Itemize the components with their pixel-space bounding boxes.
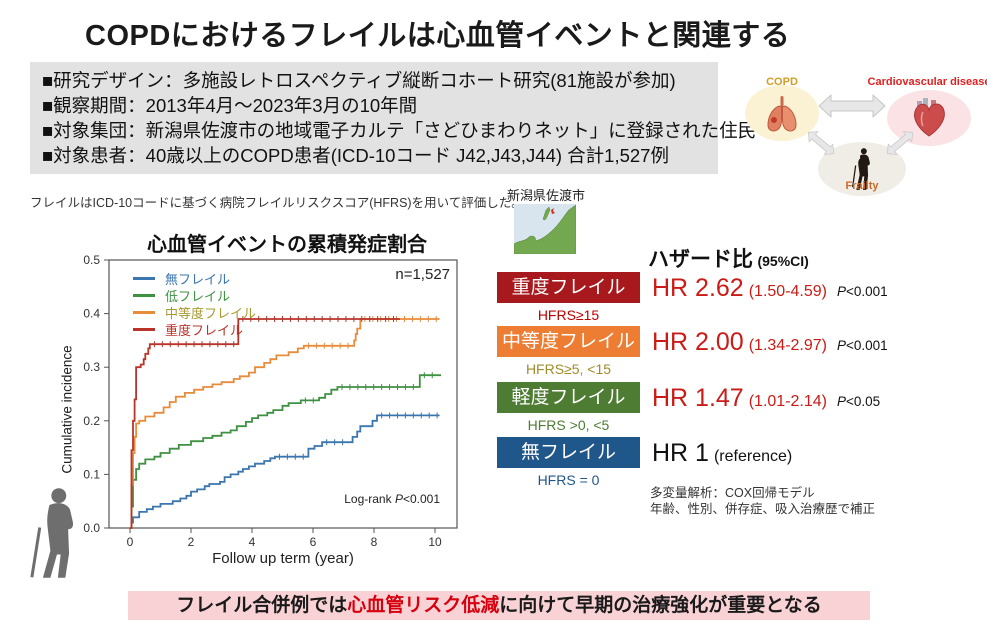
lungs-icon bbox=[767, 96, 797, 132]
chart-title: 心血管イベントの累積発症割合 bbox=[147, 234, 427, 256]
legend-item-severe: 重度フレイル bbox=[133, 321, 256, 338]
sample-size-annotation: n=1,527 bbox=[395, 266, 450, 283]
frailty-person-icon bbox=[852, 148, 870, 190]
info-line-design: ■研究デザイン：多施設レトロスペクティブ縦断コホート研究(81施設が参加) bbox=[42, 70, 676, 91]
banner-highlight: 心血管リスク低減 bbox=[347, 595, 500, 616]
sado-map bbox=[513, 204, 577, 255]
info-line-patients: ■対象患者：40歳以上のCOPD患者(ICD-10コード J42,J43,J44… bbox=[42, 145, 669, 166]
y-axis-label: Cumulative incidence bbox=[59, 345, 75, 474]
info-line-population: ■対象集団：新潟県佐渡市の地域電子カルテ「さどひまわりネット」に登録された住民 bbox=[42, 120, 757, 141]
concept-diagram-svg bbox=[745, 85, 971, 196]
heart-icon bbox=[914, 98, 945, 137]
arrow-frailty-cvd-icon bbox=[886, 131, 914, 155]
sado-map-svg bbox=[513, 204, 577, 255]
hfrs-note: フレイルはICD-10コードに基づく病院フレイルリスクスコア(HFRS)を用いて… bbox=[30, 196, 524, 210]
svg-text:0.5: 0.5 bbox=[83, 253, 100, 267]
svg-text:8: 8 bbox=[371, 535, 378, 549]
no-frailty-box: 無フレイル bbox=[497, 437, 640, 468]
legend-swatch-none bbox=[133, 277, 155, 280]
arrow-copd-cvd-icon bbox=[818, 94, 886, 118]
map-landmass bbox=[513, 204, 577, 255]
severe-frailty-box: 重度フレイル bbox=[497, 272, 640, 303]
legend-swatch-moderate bbox=[133, 311, 155, 314]
svg-text:0.2: 0.2 bbox=[83, 414, 100, 428]
svg-text:0.4: 0.4 bbox=[83, 307, 100, 321]
km-chart: 心血管イベントの累積発症割合 0.0 0.1 0.2 0.3 0.4 0.5 0 2 4 6 8 10… bbox=[55, 226, 475, 578]
svg-text:6: 6 bbox=[310, 535, 317, 549]
x-axis-label: Follow up term (year) bbox=[212, 550, 354, 567]
svg-text:4: 4 bbox=[249, 535, 256, 549]
map-label: 新潟県佐渡市 bbox=[507, 188, 586, 203]
info-line-period: ■観察期間：2013年4月～2023年3月の10年間 bbox=[42, 95, 418, 116]
study-info-box: ■研究デザイン：多施設レトロスペクティブ縦断コホート研究(81施設が参加) ■観… bbox=[30, 62, 757, 174]
mild-hfrs-label: HFRS >0, <5 bbox=[527, 417, 610, 433]
cvd-label: Cardiovascular disease bbox=[867, 76, 987, 88]
svg-text:0: 0 bbox=[127, 535, 134, 549]
mild-hr-value: HR 1.47 (1.01-2.14) P<0.05 bbox=[652, 384, 881, 412]
chart-legend: 無フレイル 低フレイル 中等度フレイル 重度フレイル bbox=[133, 270, 256, 338]
legend-item-none: 無フレイル bbox=[133, 270, 256, 287]
moderate-hr-value: HR 2.00 (1.34-2.97) P<0.001 bbox=[652, 328, 888, 356]
svg-text:0.0: 0.0 bbox=[83, 521, 100, 535]
map-sado-marker-icon bbox=[551, 208, 555, 214]
arrow-copd-frailty-icon bbox=[807, 131, 835, 155]
copd-label: COPD bbox=[766, 76, 798, 88]
moderate-frailty-box: 中等度フレイル bbox=[497, 326, 640, 357]
conclusion-banner: フレイル合併例では心血管リスク低減に向けて早期の治療強化が重要となる bbox=[128, 591, 870, 620]
no-frailty-hfrs-label: HFRS = 0 bbox=[537, 472, 600, 488]
severe-hfrs-label: HFRS≥15 bbox=[537, 307, 600, 323]
severe-hr-value: HR 2.62 (1.50-4.59) P<0.001 bbox=[652, 274, 888, 302]
svg-text:10: 10 bbox=[428, 535, 442, 549]
hazard-header: ハザード比 (95%CI) bbox=[648, 248, 809, 271]
frailty-label: Frailty bbox=[845, 180, 879, 192]
map-sado-island bbox=[542, 206, 551, 221]
moderate-hfrs-label: HFRS≥5, <15 bbox=[525, 361, 612, 377]
concept-diagram: COPD Cardiovascular disease Frailty bbox=[737, 62, 987, 200]
no-frailty-hr-value: HR 1 (reference) bbox=[652, 439, 793, 467]
svg-text:0.3: 0.3 bbox=[83, 360, 100, 374]
mild-frailty-box: 軽度フレイル bbox=[497, 382, 640, 413]
legend-swatch-low bbox=[133, 294, 155, 297]
multivariate-footnote: 多変量解析：COX回帰モデル 年齢、性別、併存症、吸入治療歴で補正 bbox=[650, 486, 876, 516]
legend-item-low: 低フレイル bbox=[133, 287, 256, 304]
elderly-person-icon bbox=[28, 486, 84, 580]
svg-text:2: 2 bbox=[188, 535, 195, 549]
svg-text:0.1: 0.1 bbox=[83, 467, 100, 481]
km-plot-svg: 0.0 0.1 0.2 0.3 0.4 0.5 0 2 4 6 8 10 bbox=[83, 253, 458, 549]
legend-item-moderate: 中等度フレイル bbox=[133, 304, 256, 321]
page-title: COPDにおけるフレイルは心血管イベントと関連する bbox=[85, 20, 791, 52]
legend-swatch-severe bbox=[133, 328, 155, 331]
logrank-annotation: Log-rank P<0.001 bbox=[344, 492, 440, 506]
